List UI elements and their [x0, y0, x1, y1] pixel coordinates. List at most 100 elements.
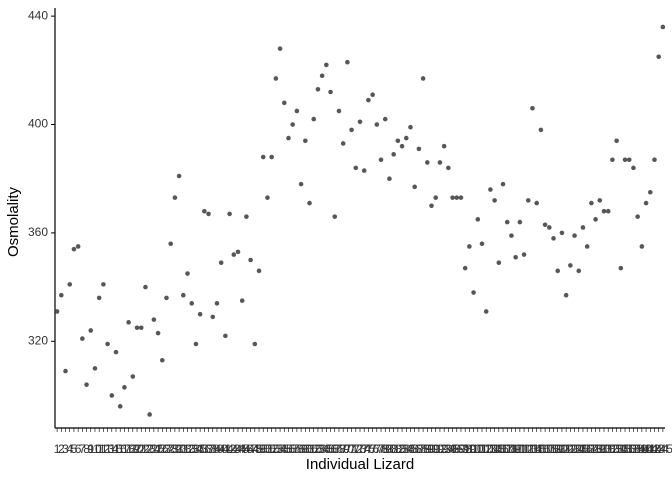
point — [126, 320, 131, 325]
point — [101, 282, 106, 287]
point — [437, 160, 443, 165]
x-tick-label: 80 — [383, 442, 397, 456]
x-tick-label: 17 — [118, 442, 132, 456]
x-axis-title: Individual Lizard — [306, 456, 414, 473]
point — [54, 309, 60, 314]
x-tick-label: 90 — [425, 442, 439, 456]
point — [584, 244, 590, 249]
point — [315, 86, 321, 92]
x-tick-label: 100 — [464, 442, 484, 456]
point — [349, 127, 354, 133]
point — [340, 141, 346, 146]
x-tick-label: 66 — [324, 442, 338, 456]
point — [382, 116, 388, 122]
point — [403, 135, 409, 141]
point — [370, 92, 375, 98]
point — [479, 241, 485, 247]
x-tick-label: 15 — [109, 442, 123, 456]
point — [626, 157, 632, 163]
x-tick-label: 138 — [623, 442, 643, 456]
x-tick-label: 139 — [628, 442, 648, 456]
x-tick-label: 21 — [135, 442, 149, 456]
point — [298, 181, 304, 187]
point — [559, 230, 565, 236]
point — [336, 108, 342, 114]
x-tick-label: 48 — [248, 442, 262, 456]
x-tick-label: 67 — [328, 442, 342, 456]
point — [218, 260, 224, 266]
point — [210, 314, 216, 320]
x-tick-label: 79 — [379, 442, 393, 456]
y-axis-title: Osmolality — [5, 186, 22, 257]
x-tick-label: 75 — [362, 442, 376, 456]
x-tick-label: 18 — [122, 442, 136, 456]
x-tick-label: 115 — [527, 442, 546, 456]
point — [59, 292, 64, 298]
point — [622, 157, 628, 163]
point — [521, 252, 527, 257]
point — [206, 211, 211, 217]
point — [277, 46, 283, 51]
point — [193, 341, 199, 347]
y-tick-label: 440 — [28, 8, 48, 22]
x-tick-label: 107 — [493, 442, 513, 456]
point — [265, 195, 270, 200]
x-tick-label: 4 — [66, 442, 73, 456]
x-tick-label: 145 — [653, 442, 672, 456]
point — [273, 76, 279, 81]
point — [509, 233, 514, 238]
point — [425, 160, 430, 165]
x-tick-label: 6 — [75, 442, 82, 456]
x-tick-label: 39 — [210, 442, 224, 456]
point — [122, 385, 127, 390]
point — [589, 200, 594, 206]
point — [92, 366, 98, 371]
point — [605, 208, 611, 214]
point — [260, 154, 266, 160]
point — [429, 203, 434, 209]
point — [248, 257, 253, 263]
x-tick-label: 106 — [489, 442, 509, 456]
point — [635, 214, 640, 219]
point — [652, 157, 657, 163]
point — [286, 135, 291, 141]
x-tick-label: 122 — [556, 442, 576, 456]
x-tick-label: 2 — [58, 442, 65, 456]
point — [462, 265, 468, 271]
point — [492, 198, 497, 203]
point — [159, 357, 165, 363]
x-tick-label: 123 — [560, 442, 580, 456]
x-tick-label: 118 — [540, 442, 559, 456]
point — [214, 301, 220, 306]
x-tick-label: 108 — [497, 442, 517, 456]
point — [75, 244, 81, 249]
point — [96, 295, 102, 301]
point — [113, 349, 119, 355]
x-tick-label: 11 — [93, 442, 106, 456]
x-tick-label: 121 — [552, 442, 572, 456]
point — [63, 368, 68, 374]
x-tick-label: 28 — [164, 442, 178, 456]
x-tick-label: 37 — [202, 442, 216, 456]
x-tick-label: 20 — [130, 442, 144, 456]
x-tick-label: 82 — [391, 442, 405, 456]
x-tick-label: 40 — [214, 442, 228, 456]
x-tick-label: 132 — [598, 442, 618, 456]
point — [534, 200, 539, 206]
x-tick-label: 83 — [395, 442, 409, 456]
point — [231, 252, 237, 257]
point — [143, 284, 148, 290]
x-tick-label: 46 — [240, 442, 254, 456]
x-tick-label: 94 — [442, 442, 456, 456]
x-tick-label: 62 — [307, 442, 321, 456]
x-tick-label: 101 — [468, 442, 488, 456]
x-tick-label: 77 — [370, 442, 384, 456]
point — [311, 116, 317, 122]
point — [244, 214, 249, 219]
x-tick-label: 12 — [97, 442, 111, 456]
x-tick-label: 51 — [261, 442, 275, 456]
point — [235, 249, 241, 255]
point — [328, 89, 333, 95]
point — [500, 181, 506, 187]
x-tick-label: 25 — [151, 442, 165, 456]
